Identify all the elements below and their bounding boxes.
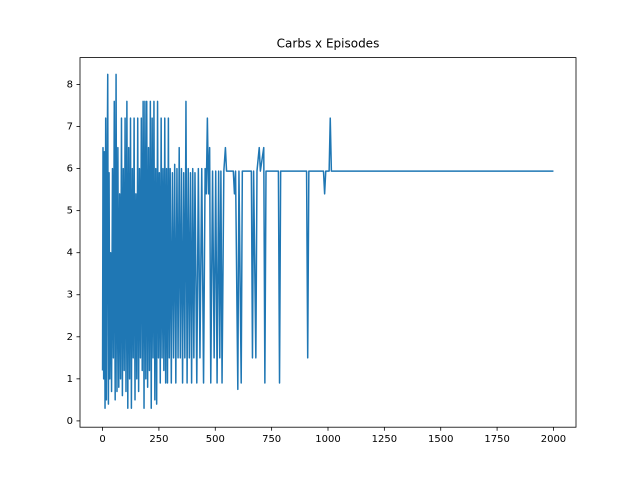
y-tick-label: 8 — [67, 80, 73, 91]
y-tick-label: 0 — [67, 416, 73, 427]
chart-title: Carbs x Episodes — [277, 37, 380, 51]
y-tick-label: 4 — [67, 248, 73, 259]
x-tick-label: 1750 — [484, 434, 509, 445]
y-tick-label: 7 — [67, 122, 73, 133]
y-tick-label: 3 — [67, 290, 73, 301]
y-tick-label: 6 — [67, 164, 73, 175]
x-tick-label: 500 — [206, 434, 225, 445]
x-tick-label: 250 — [149, 434, 168, 445]
x-tick-label: 750 — [262, 434, 281, 445]
data-line — [101, 73, 554, 410]
x-tick-label: 0 — [99, 434, 105, 445]
y-tick-label: 5 — [67, 206, 73, 217]
x-tick-label: 2000 — [541, 434, 566, 445]
y-tick-label: 1 — [67, 374, 73, 385]
y-tick-label: 2 — [67, 332, 73, 343]
x-tick-label: 1250 — [372, 434, 397, 445]
x-tick-label: 1500 — [428, 434, 453, 445]
x-tick-label: 1000 — [315, 434, 340, 445]
